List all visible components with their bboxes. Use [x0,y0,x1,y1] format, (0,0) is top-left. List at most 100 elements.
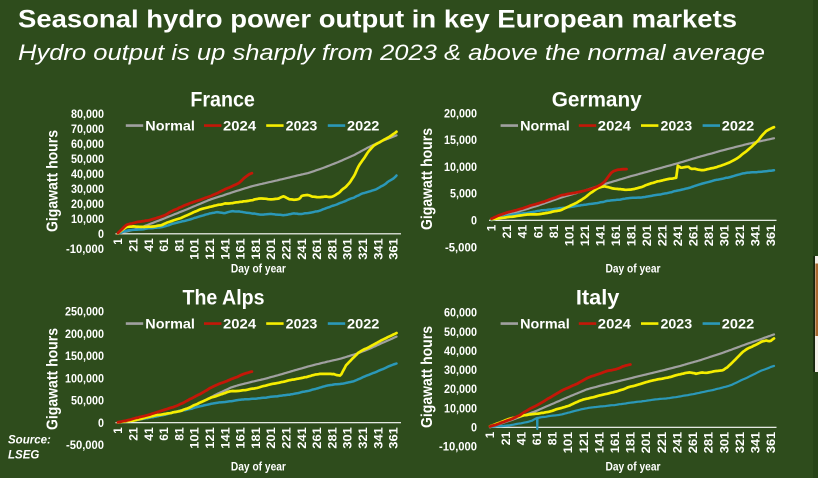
svg-text:121: 121 [203,427,217,449]
svg-text:Gigawatt hours: Gigawatt hours [45,328,62,430]
svg-text:France: France [190,89,255,112]
svg-text:Italy: Italy [576,287,620,310]
svg-text:Day of year: Day of year [231,460,286,474]
svg-text:1: 1 [485,224,499,231]
svg-text:121: 121 [577,431,591,453]
svg-text:341: 341 [749,431,763,453]
svg-text:321: 321 [356,238,370,260]
svg-text:41: 41 [516,224,530,238]
svg-text:281: 281 [702,431,716,453]
svg-text:41: 41 [514,431,528,445]
svg-text:161: 161 [234,427,248,449]
svg-text:Seasonal hydro power output in: Seasonal hydro power output in key Europ… [18,6,737,34]
svg-text:221: 221 [655,431,669,453]
svg-text:20,000: 20,000 [444,382,477,396]
svg-text:Normal: Normal [520,316,570,332]
svg-text:201: 201 [264,427,278,449]
svg-text:2024: 2024 [598,316,631,332]
svg-text:41: 41 [142,427,156,441]
svg-text:321: 321 [733,224,747,246]
svg-text:161: 161 [609,224,623,246]
svg-text:40,000: 40,000 [444,344,477,358]
svg-text:Germany: Germany [552,89,642,112]
svg-text:250,000: 250,000 [65,305,104,319]
svg-text:361: 361 [387,238,401,260]
svg-text:Gigawatt hours: Gigawatt hours [419,128,436,230]
svg-text:341: 341 [371,238,385,260]
svg-text:361: 361 [764,224,778,246]
svg-text:81: 81 [546,431,560,445]
svg-text:121: 121 [578,224,592,246]
svg-text:341: 341 [371,427,385,449]
svg-text:241: 241 [295,238,309,260]
svg-text:50,000: 50,000 [71,394,104,408]
svg-text:2022: 2022 [722,118,755,134]
svg-text:261: 261 [310,427,324,449]
svg-text:241: 241 [295,427,309,449]
svg-text:50,000: 50,000 [71,152,104,166]
svg-text:2023: 2023 [661,316,693,332]
svg-text:-5,000: -5,000 [445,240,477,254]
svg-text:1: 1 [111,427,125,434]
svg-text:61: 61 [531,224,545,238]
svg-text:21: 21 [500,224,514,238]
svg-text:301: 301 [718,224,732,246]
svg-text:Gigawatt hours: Gigawatt hours [419,326,436,428]
svg-text:81: 81 [172,238,186,252]
svg-text:40,000: 40,000 [71,167,104,181]
svg-text:0: 0 [471,421,477,435]
svg-text:2024: 2024 [223,316,256,332]
svg-text:150,000: 150,000 [65,349,104,363]
svg-text:20,000: 20,000 [444,106,477,120]
svg-text:0: 0 [98,227,104,241]
svg-text:Normal: Normal [520,118,570,134]
svg-text:0: 0 [471,214,477,228]
svg-text:21: 21 [127,238,141,252]
svg-text:141: 141 [593,224,607,246]
svg-text:141: 141 [218,427,232,449]
svg-text:2023: 2023 [286,118,318,134]
svg-text:301: 301 [341,427,355,449]
svg-text:61: 61 [157,238,171,252]
svg-text:101: 101 [562,224,576,246]
svg-text:281: 281 [325,427,339,449]
svg-text:50,000: 50,000 [444,325,477,339]
svg-text:5,000: 5,000 [450,187,477,201]
svg-text:1: 1 [483,431,497,438]
svg-text:41: 41 [142,238,156,252]
svg-text:2022: 2022 [347,118,380,134]
svg-text:0: 0 [98,416,104,430]
svg-text:30,000: 30,000 [71,182,104,196]
svg-text:201: 201 [640,224,654,246]
svg-text:1: 1 [111,238,125,245]
svg-text:201: 201 [264,238,278,260]
svg-text:161: 161 [608,431,622,453]
svg-text:281: 281 [702,224,716,246]
svg-text:261: 261 [686,431,700,453]
svg-text:221: 221 [280,238,294,260]
svg-text:Normal: Normal [145,118,195,134]
svg-text:161: 161 [234,238,248,260]
svg-text:Day of year: Day of year [606,460,661,474]
svg-text:-10,000: -10,000 [439,440,477,454]
svg-text:-50,000: -50,000 [66,438,104,452]
svg-text:10,000: 10,000 [444,160,477,174]
svg-text:2022: 2022 [722,316,755,332]
svg-text:2022: 2022 [347,316,380,332]
svg-text:221: 221 [655,224,669,246]
svg-text:181: 181 [249,427,263,449]
svg-text:-10,000: -10,000 [66,242,104,256]
svg-text:70,000: 70,000 [71,122,104,136]
svg-text:Day of year: Day of year [606,262,661,276]
svg-text:Normal: Normal [145,316,195,332]
svg-text:The Alps: The Alps [183,287,265,310]
svg-text:10,000: 10,000 [444,401,477,415]
svg-text:10,000: 10,000 [71,212,104,226]
svg-text:361: 361 [764,431,778,453]
svg-text:20,000: 20,000 [71,197,104,211]
svg-text:Hydro output is up sharply fro: Hydro output is up sharply from 2023 & a… [18,40,765,65]
svg-text:81: 81 [547,224,561,238]
svg-text:321: 321 [356,427,370,449]
svg-text:81: 81 [172,427,186,441]
svg-text:15,000: 15,000 [444,133,477,147]
